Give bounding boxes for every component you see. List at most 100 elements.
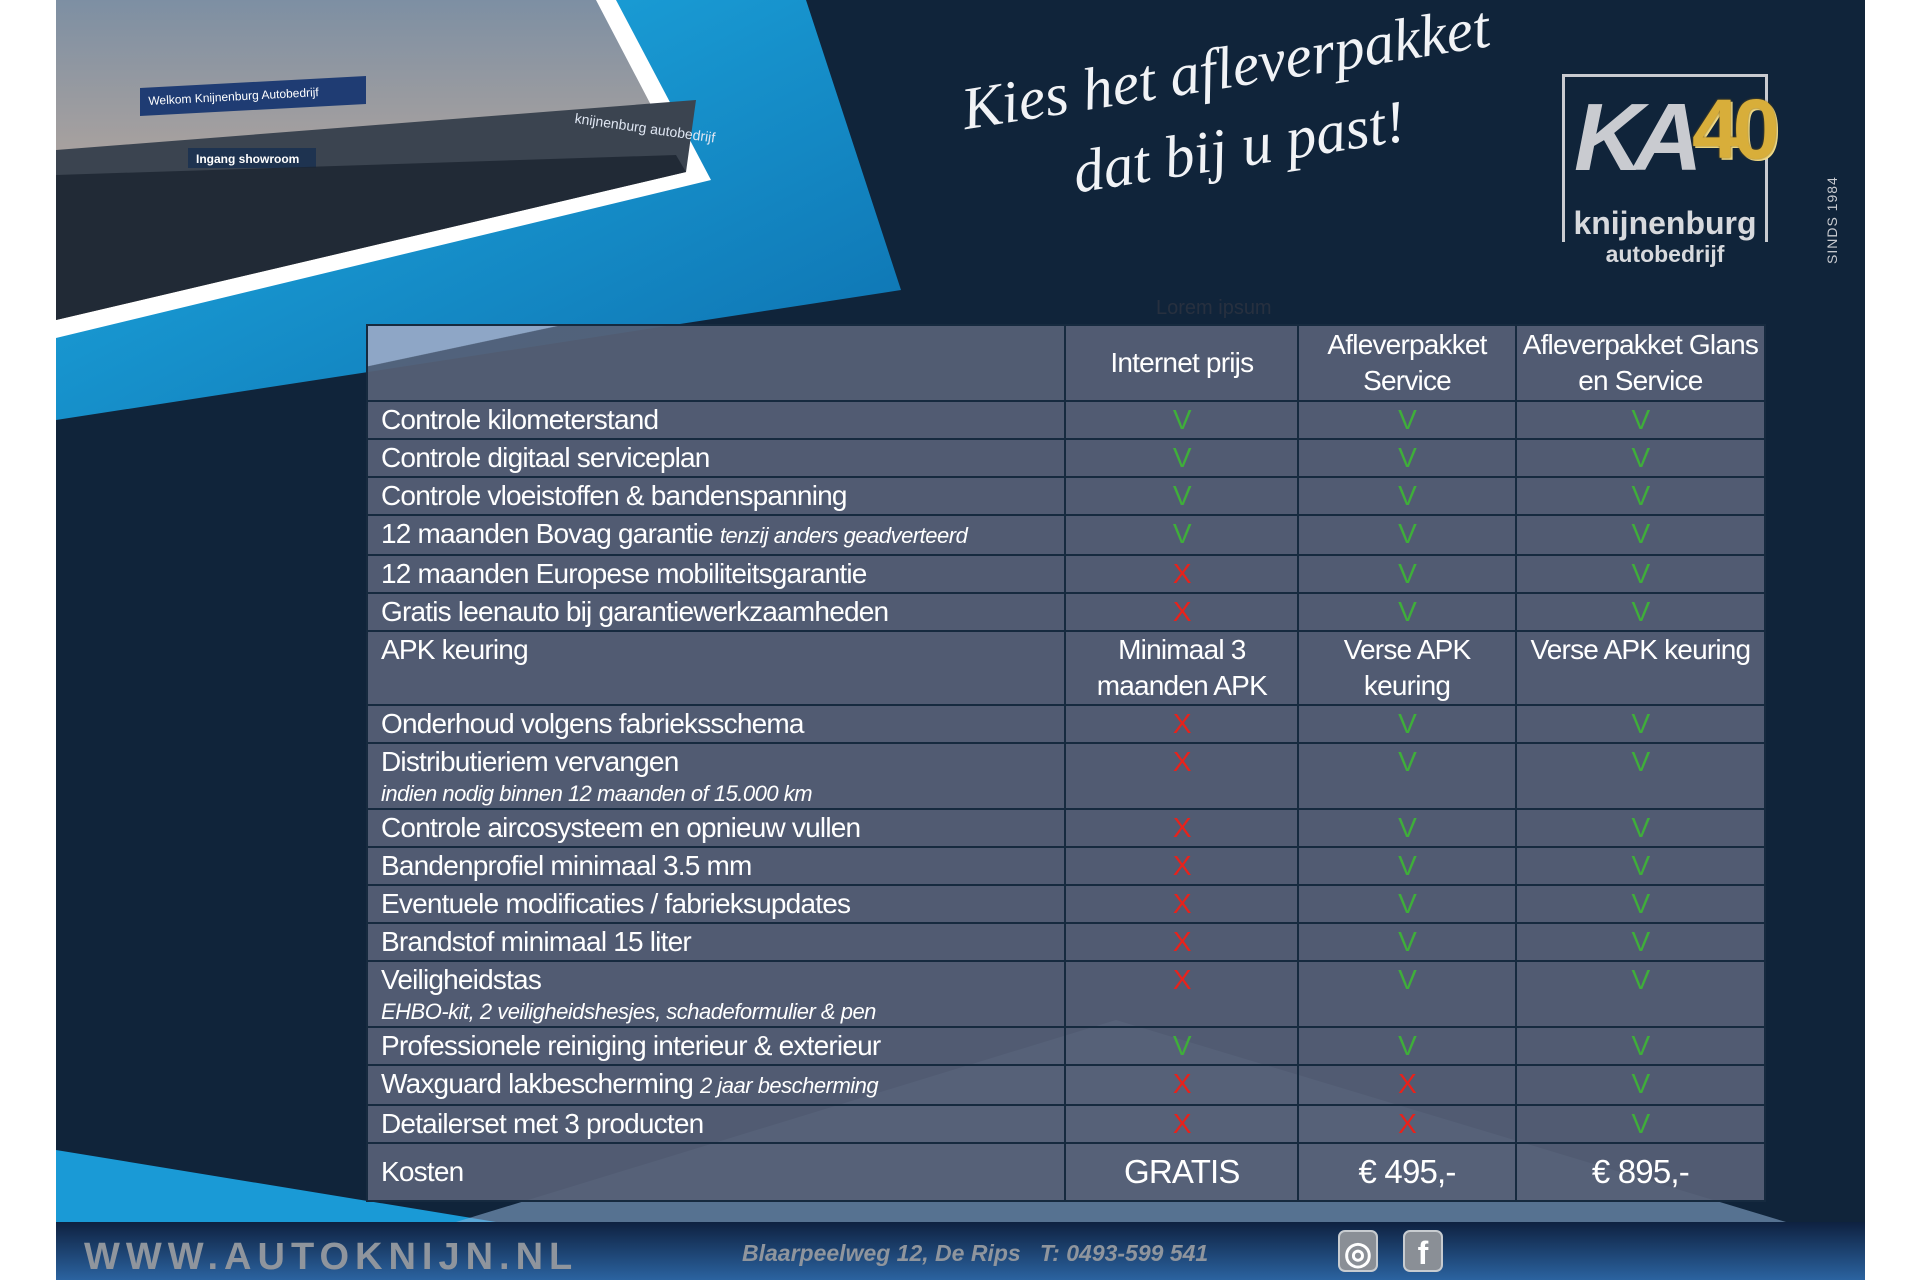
row-label: Veiligheidstas EHBO-kit, 2 veiligheidshes… [365,960,1067,1028]
cross-icon: X [1172,708,1192,739]
comparison-table: Internet prijs Afleverpakket Service Afl… [365,324,1767,1202]
row-subtext: indien nodig binnen 12 maanden of 15.000… [381,781,813,806]
cross-icon: X [1172,964,1192,995]
check-icon: V [1631,480,1650,511]
row-label-text: Gratis leenauto bij garantiewerkzaamhede… [381,596,889,627]
row-label: Eventuele modificaties / fabrieksupdates [365,884,1067,924]
cross-icon: X [1172,746,1192,777]
check-mark: V [1514,1064,1767,1106]
row-label-text: Controle digitaal serviceplan [381,442,710,473]
check-icon: V [1631,518,1650,549]
row-label: APK keuring [365,630,1067,706]
cost-value: € 895,- [1514,1142,1767,1202]
row-label: 12 maanden Bovag garantie tenzij anders … [365,514,1067,556]
cell-text: Verse APK keuring [1514,630,1767,706]
check-icon: V [1398,964,1417,995]
check-icon: V [1172,404,1192,435]
header-blank [365,324,1067,402]
row-note: tenzij anders geadverteerd [719,523,968,548]
row-label: Gratis leenauto bij garantiewerkzaamhede… [365,592,1067,632]
check-icon: V [1172,518,1192,549]
check-icon: V [1398,442,1417,473]
table-row: Controle vloeistoffen & bandenspanning V V… [365,476,1767,516]
check-mark: V [1297,808,1517,848]
cost-value: GRATIS [1064,1142,1300,1202]
row-label: Professionele reiniging interieur & exte… [365,1026,1067,1066]
table-row: Veiligheidstas EHBO-kit, 2 veiligheidshes… [365,960,1767,1028]
check-mark: V [1514,1026,1767,1066]
check-icon: V [1631,708,1650,739]
check-mark: V [1297,476,1517,516]
cell-text: Verse APK keuring [1297,630,1517,706]
table-row: Waxguard lakbescherming 2 jaar beschermi… [365,1064,1767,1106]
blue-banner-bottom [56,1150,496,1222]
cost-value: € 495,- [1297,1142,1517,1202]
cross-icon: X [1172,1068,1192,1099]
row-label-text: Waxguard lakbescherming [381,1068,694,1099]
check-mark: V [1297,884,1517,924]
check-icon: V [1172,480,1192,511]
cross-mark: X [1064,592,1300,632]
check-mark: V [1297,400,1517,440]
check-icon: V [1398,812,1417,843]
row-label-text: Eventuele modificaties / fabrieksupdates [381,888,851,919]
row-label: Onderhoud volgens fabrieksschema [365,704,1067,744]
check-mark: V [1064,400,1300,440]
row-label-text: Bandenprofiel minimaal 3.5 mm [381,850,752,881]
instagram-icon[interactable]: ◎ [1338,1230,1378,1272]
check-icon: V [1631,558,1650,589]
check-mark: V [1297,554,1517,594]
cross-mark: X [1064,1064,1300,1106]
row-label-text: Controle aircosysteem en opnieuw vullen [381,812,861,843]
check-mark: V [1514,476,1767,516]
check-icon: V [1398,518,1417,549]
check-icon: V [1631,926,1650,957]
facebook-icon[interactable]: f [1403,1230,1443,1272]
check-icon: V [1631,1108,1650,1139]
row-label: Controle vloeistoffen & bandenspanning [365,476,1067,516]
check-icon: V [1631,442,1650,473]
check-mark: V [1297,704,1517,744]
check-mark: V [1297,960,1517,1028]
check-icon: V [1631,888,1650,919]
table-row: Controle digitaal serviceplan V V V [365,438,1767,478]
check-icon: V [1398,926,1417,957]
footer-bar [56,1222,1865,1280]
cross-icon: X [1172,558,1192,589]
logo-mark: KA [1574,84,1703,191]
check-icon: V [1398,888,1417,919]
row-label-text: Controle kilometerstand [381,404,659,435]
cross-mark: X [1064,554,1300,594]
cross-mark: X [1064,808,1300,848]
row-label: Brandstof minimaal 15 liter [365,922,1067,962]
cross-icon: X [1172,888,1192,919]
showroom-sign [140,76,366,116]
check-icon: V [1398,404,1417,435]
check-mark: V [1514,554,1767,594]
cross-mark: X [1064,922,1300,962]
cross-mark: X [1064,884,1300,924]
website-link[interactable]: WWW.AUTOKNIJN.NL [84,1236,579,1278]
entrance-sign [188,148,316,168]
check-icon: V [1631,1068,1650,1099]
row-label-text: Controle vloeistoffen & bandenspanning [381,480,847,511]
logo-since: SINDS 1984 [1824,176,1840,264]
row-label-text: Brandstof minimaal 15 liter [381,926,692,957]
cross-mark: X [1064,704,1300,744]
check-icon: V [1631,850,1650,881]
cross-mark: X [1064,742,1300,810]
check-icon: V [1631,746,1650,777]
cross-mark: X [1064,960,1300,1028]
company-logo: KA 40 knijnenburg autobedrijf SINDS 1984 [1562,74,1852,274]
poster: Welkom Knijnenburg Autobedrijf Ingang sh… [56,0,1865,1280]
table-row: Controle kilometerstand V V V [365,400,1767,440]
row-label: Controle aircosysteem en opnieuw vullen [365,808,1067,848]
check-icon: V [1172,1030,1192,1061]
table-row: Onderhoud volgens fabrieksschema X V V [365,704,1767,744]
check-icon: V [1398,1030,1417,1061]
table-row: Brandstof minimaal 15 liter X V V [365,922,1767,962]
check-mark: V [1297,438,1517,478]
cross-icon: X [1398,1068,1417,1099]
photo-sign-entrance: Ingang showroom [196,152,300,166]
check-icon: V [1398,850,1417,881]
